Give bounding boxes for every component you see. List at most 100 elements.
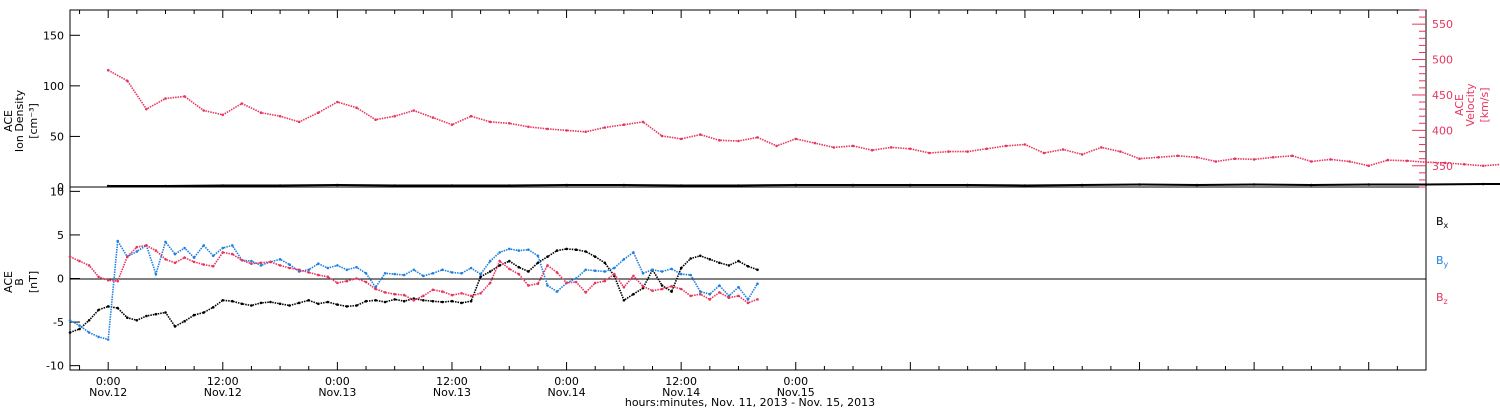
bz-point [546,264,549,267]
by-point [536,254,540,258]
velocity-point [1195,156,1199,159]
density-point [737,184,740,187]
velocity-point [889,146,893,149]
velocity-tick-label: 400 [1432,124,1453,137]
b-tick-label: 0 [57,273,64,286]
by-point [336,264,339,267]
bz-point [164,258,167,261]
bx-point [479,275,482,279]
bz-point [355,277,358,280]
density-axis-ticks: 0 50 100 150 [43,29,80,194]
velocity-point [1042,151,1046,155]
bz-point [651,289,654,293]
velocity-tick-label: 450 [1432,89,1453,102]
density-point [851,183,855,187]
velocity-point [145,107,148,111]
bx-point [87,319,91,322]
velocity-point [622,123,626,126]
by-point [221,246,225,250]
velocity-point [221,113,225,117]
bz-point [708,298,712,301]
bz-series [69,244,758,304]
by-point [183,246,186,250]
by-point [622,258,626,261]
time-axis-ticks: 0:00Nov.1212:00Nov.120:00Nov.1312:00Nov.… [79,10,1427,399]
date-tick-label: Nov.14 [548,386,586,399]
bx-point [450,299,454,303]
by-point [756,282,759,286]
bz-point [670,285,673,288]
legend-bx: Bx [1436,215,1449,230]
velocity-point [737,139,740,143]
by-series [69,238,759,341]
by-point [508,247,511,251]
bz-point [135,245,139,249]
by-point [202,244,205,247]
by-point [345,268,349,272]
velocity-point [1119,150,1122,153]
bz-point [336,281,339,285]
density-point [1424,183,1428,186]
by-point [517,249,521,252]
velocity-point [1252,158,1256,161]
bx-point [259,301,263,305]
velocity-point [584,130,587,134]
density-point [679,184,683,187]
bx-point [231,299,234,303]
velocity-point [336,100,339,104]
density-point [966,183,969,187]
legend-by-sub: y [1444,260,1449,269]
bx-point [336,303,339,306]
velocity-point [699,133,702,136]
bz-point [183,256,186,259]
by-point [584,268,587,272]
bx-point [288,304,291,307]
bz-point [345,279,349,283]
bx-point [670,290,673,293]
bz-point [613,272,616,276]
velocity-point [1348,160,1351,163]
bx-point [679,266,683,270]
by-point [641,272,645,275]
bz-point [250,262,253,266]
bx-point [603,261,607,265]
bz-point [422,294,425,298]
by-point [469,266,473,270]
bx-point [126,316,129,320]
date-tick-label: Nov.13 [433,386,471,399]
density-point [1367,183,1370,186]
bx-point [345,305,349,308]
by-point [603,270,607,273]
by-point [259,264,263,267]
by-point [488,259,492,263]
bz-point [288,266,291,270]
by-point [546,284,549,287]
velocity-point [412,109,416,112]
velocity-point [431,116,435,119]
bx-point [154,312,158,316]
velocity-point [718,139,721,142]
bx-point [708,258,712,261]
bz-point [307,271,311,274]
bz-point [78,259,81,263]
by-point [422,274,425,278]
by-point [173,252,177,256]
by-point [498,251,502,254]
top-panel-frame [69,9,1427,188]
density-point [1482,182,1485,186]
velocity-point [641,120,645,124]
by-point [164,240,167,244]
by-point [393,272,397,276]
bz-point [431,288,435,292]
bx-point [278,302,282,306]
velocity-point [660,134,664,138]
bz-point [240,258,244,262]
bx-point [68,331,72,334]
density-label-line-3: [cm⁻³] [27,103,40,139]
bx-point [240,302,244,306]
bx-point [402,299,406,303]
bx-point [593,255,597,258]
bz-point [202,263,205,266]
velocity-point [164,97,167,100]
velocity-point [565,129,568,132]
